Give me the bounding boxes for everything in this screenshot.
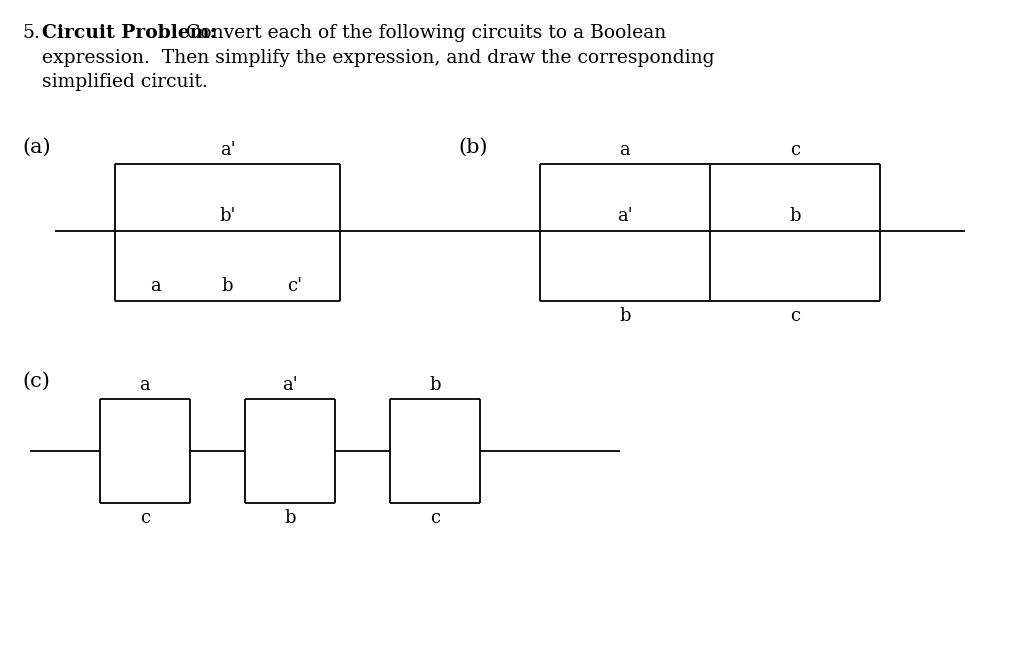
Text: Convert each of the following circuits to a Boolean: Convert each of the following circuits t… xyxy=(186,24,666,42)
Text: b: b xyxy=(222,277,233,295)
Text: a: a xyxy=(150,277,160,295)
Text: a': a' xyxy=(283,376,298,394)
Text: Circuit Problem:: Circuit Problem: xyxy=(42,24,217,42)
Text: 5.: 5. xyxy=(22,24,40,42)
Text: b': b' xyxy=(219,207,236,225)
Text: c: c xyxy=(140,509,150,527)
Text: c: c xyxy=(790,307,800,325)
Text: simplified circuit.: simplified circuit. xyxy=(42,73,208,91)
Text: a': a' xyxy=(618,207,633,225)
Text: b: b xyxy=(429,376,441,394)
Text: (a): (a) xyxy=(22,138,50,157)
Text: a': a' xyxy=(220,141,235,159)
Text: b: b xyxy=(620,307,631,325)
Text: a: a xyxy=(620,141,631,159)
Text: b: b xyxy=(285,509,296,527)
Text: c': c' xyxy=(288,277,303,295)
Text: (b): (b) xyxy=(458,138,487,157)
Text: a: a xyxy=(139,376,150,394)
Text: b: b xyxy=(789,207,801,225)
Text: c: c xyxy=(430,509,440,527)
Text: expression.  Then simplify the expression, and draw the corresponding: expression. Then simplify the expression… xyxy=(42,49,714,67)
Text: (c): (c) xyxy=(22,371,49,391)
Text: c: c xyxy=(790,141,800,159)
